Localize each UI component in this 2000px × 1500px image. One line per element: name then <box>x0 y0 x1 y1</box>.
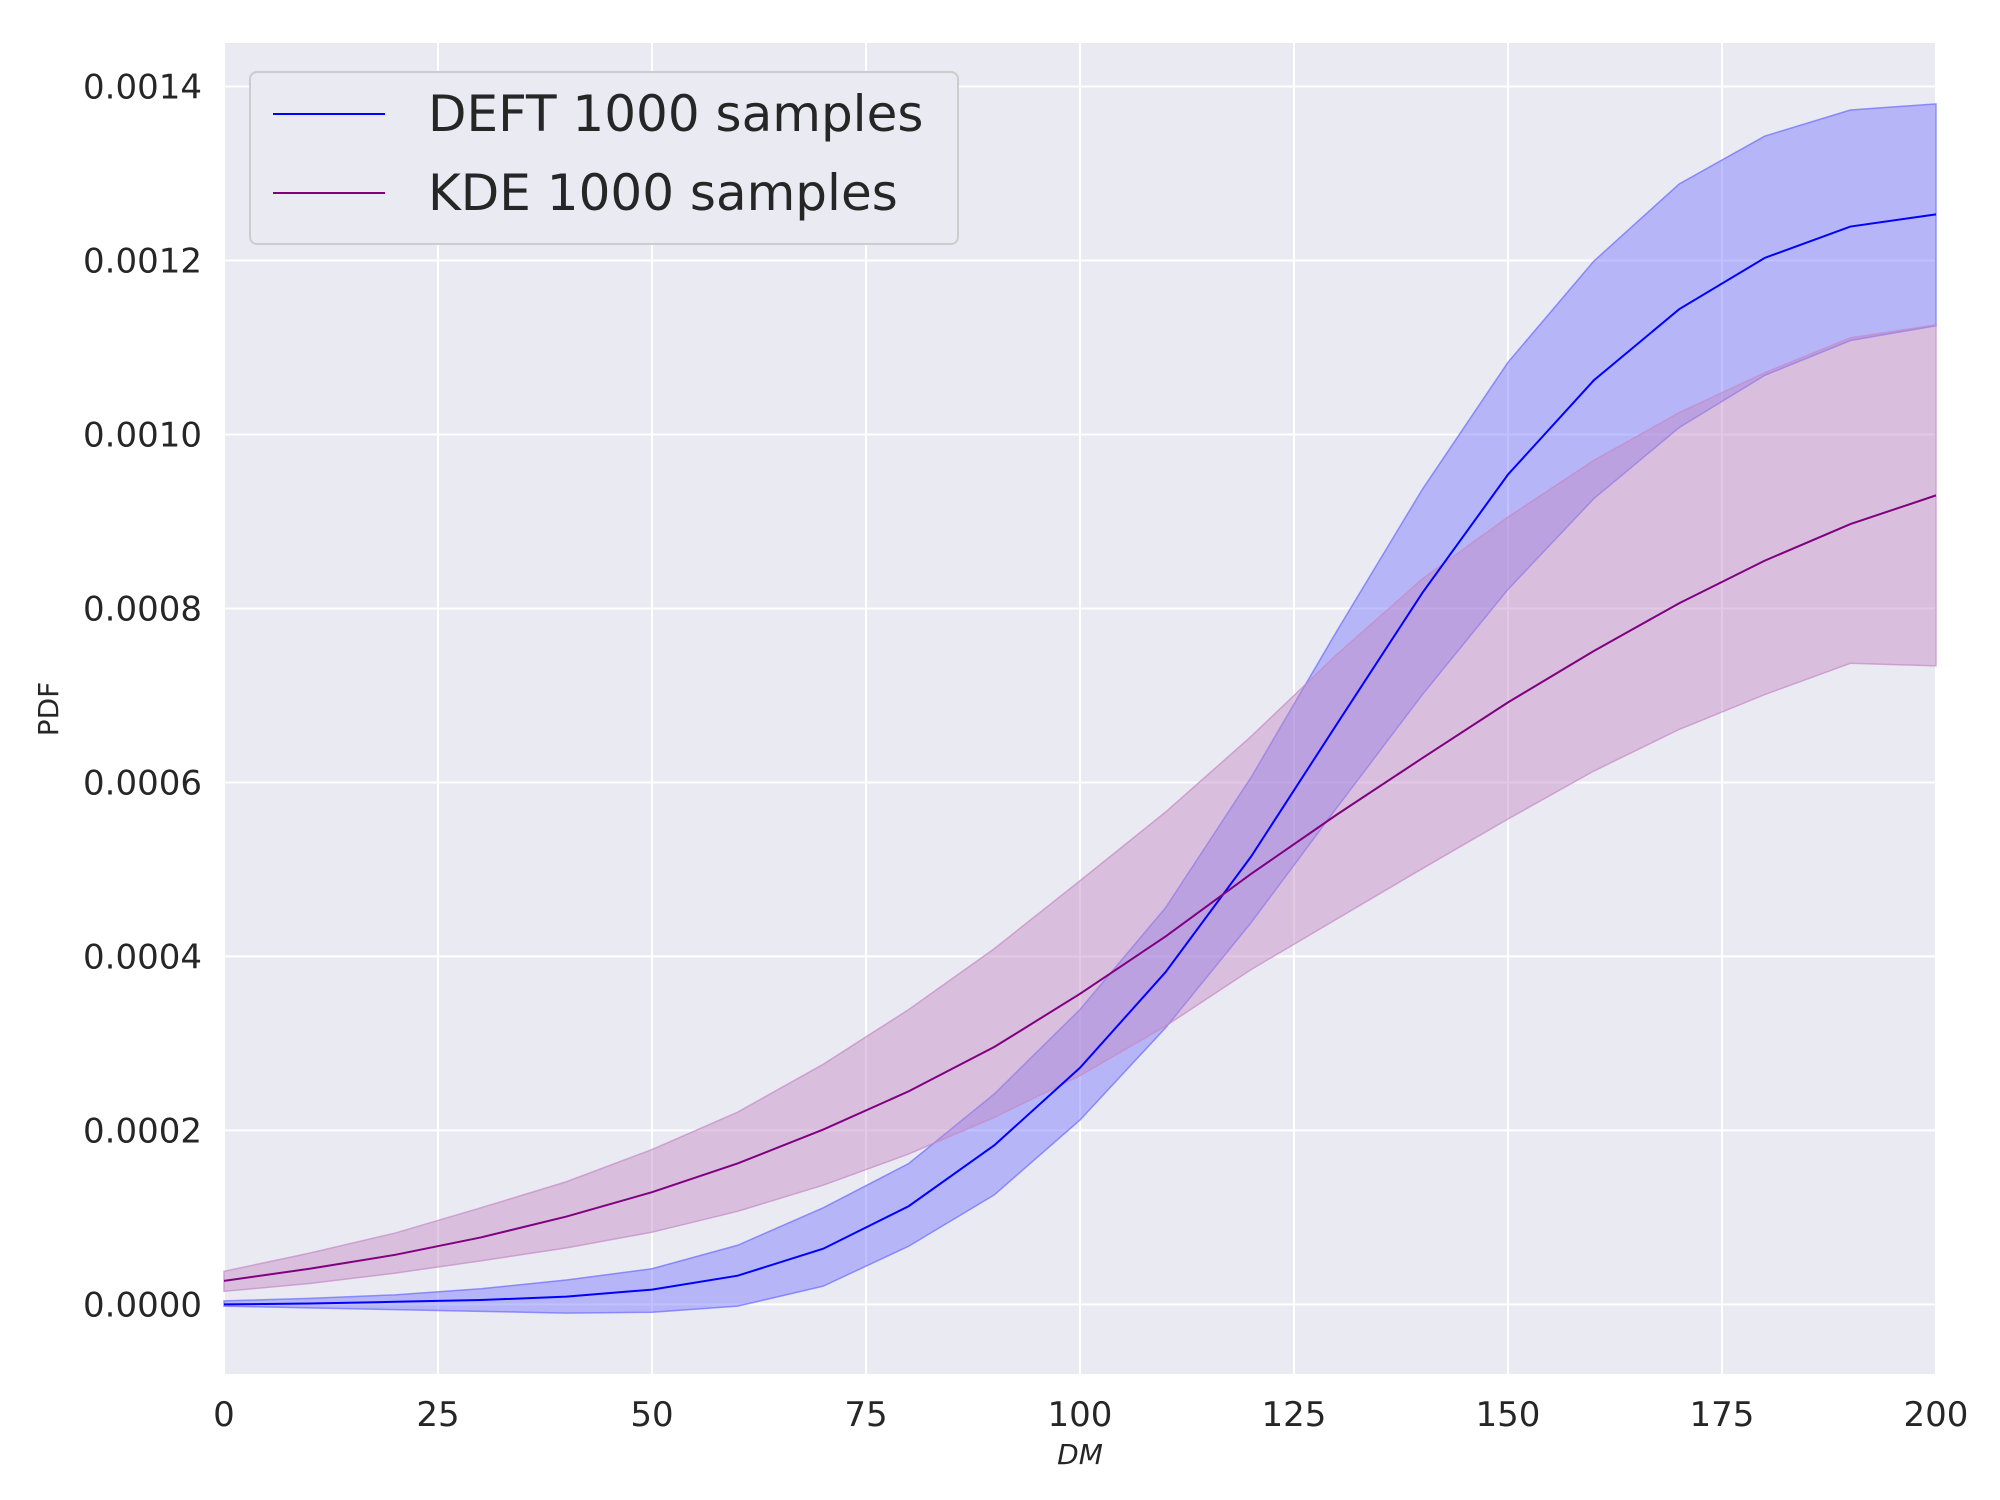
y-tick-label: 0.0006 <box>83 763 202 803</box>
x-tick-label: 0 <box>213 1395 235 1435</box>
y-tick-label: 0.0008 <box>83 589 202 629</box>
y-axis-label: PDF <box>32 682 65 737</box>
kde-confidence-band <box>223 323 1937 1293</box>
x-tick-label: 175 <box>1690 1395 1755 1435</box>
y-tick-label: 0.0004 <box>83 937 202 977</box>
kde-series-line <box>223 494 1937 1282</box>
y-tick-label: 0.0014 <box>83 67 202 107</box>
x-axis-label: DM <box>1057 1438 1103 1471</box>
x-tick-label: 200 <box>1904 1395 1969 1435</box>
confidence-bands <box>223 103 1937 1314</box>
y-tick-label: 0.0000 <box>83 1285 202 1325</box>
x-tick-label: 150 <box>1476 1395 1541 1435</box>
y-tick-label: 0.0010 <box>83 415 202 455</box>
legend-label-kde: KDE 1000 samples <box>428 164 898 222</box>
x-tick-label: 75 <box>844 1395 887 1435</box>
legend: DEFT 1000 samples KDE 1000 samples <box>249 71 959 245</box>
y-tick-label: 0.0002 <box>83 1111 202 1151</box>
x-tick-label: 25 <box>416 1395 459 1435</box>
series-lines <box>223 213 1937 1306</box>
legend-box <box>249 71 959 245</box>
y-tick-label: 0.0012 <box>83 241 202 281</box>
x-tick-label: 100 <box>1048 1395 1113 1435</box>
legend-label-deft: DEFT 1000 samples <box>428 85 923 143</box>
x-tick-label: 50 <box>630 1395 673 1435</box>
x-tick-label: 125 <box>1262 1395 1327 1435</box>
tick-labels: 0 25 50 75 100 125 150 175 200 0.0000 0.0002 0.0004… <box>83 67 1968 1435</box>
deft-series-line <box>223 213 1937 1306</box>
